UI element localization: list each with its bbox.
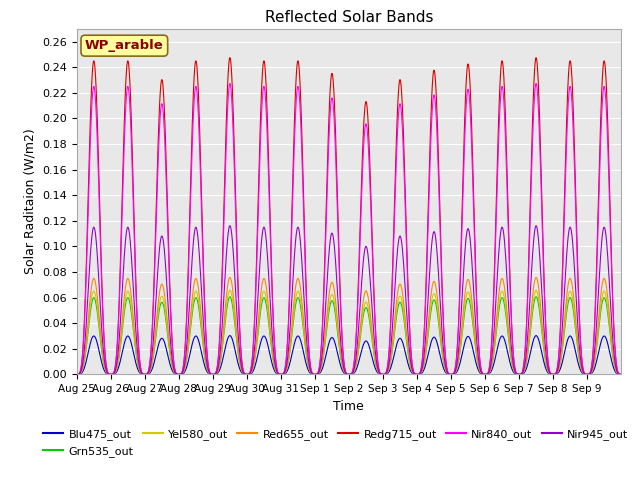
Nir840_out [335,251,342,257]
Grn535_out [226,294,234,300]
Nir840_out [477,367,485,373]
Yel580_out [557,356,564,361]
Yel580_out [73,372,81,377]
Nir945_out [617,372,625,377]
Red655_out [477,370,485,376]
Red655_out [610,359,618,364]
Nir840_out [617,372,625,377]
Line: Blu475_out: Blu475_out [77,336,621,374]
Line: Yel580_out: Yel580_out [77,290,621,374]
Line: Nir945_out: Nir945_out [77,226,621,374]
Nir840_out [610,332,618,338]
Yel580_out [158,293,166,299]
Yel580_out [477,370,485,376]
Grn535_out [610,361,618,367]
Text: WP_arable: WP_arable [85,39,164,52]
Red655_out [226,275,234,280]
Yel580_out [226,288,234,293]
Nir945_out [610,351,618,357]
Redg715_out [477,367,485,372]
Red655_out [324,298,332,303]
Line: Red655_out: Red655_out [77,277,621,374]
Redg715_out [557,312,564,318]
Grn535_out [158,300,166,305]
Grn535_out [557,357,564,363]
Nir840_out [226,81,234,86]
Grn535_out [477,371,485,376]
Yel580_out [617,372,625,377]
Redg715_out [617,372,625,377]
Redg715_out [324,130,332,135]
Redg715_out [158,77,166,83]
Grn535_out [73,372,81,377]
Yel580_out [335,336,342,342]
Red655_out [557,353,564,359]
Blu475_out [610,366,618,372]
Title: Reflected Solar Bands: Reflected Solar Bands [264,10,433,25]
Nir945_out [557,344,564,349]
Line: Grn535_out: Grn535_out [77,297,621,374]
Nir945_out [158,233,166,239]
Nir945_out [73,372,81,377]
Red655_out [158,281,166,287]
Nir840_out [73,372,81,377]
Y-axis label: Solar Raditaion (W/m2): Solar Raditaion (W/m2) [24,129,36,275]
Redg715_out [73,372,81,377]
Yel580_out [610,360,618,366]
Line: Nir840_out: Nir840_out [77,84,621,374]
X-axis label: Time: Time [333,400,364,413]
Redg715_out [226,55,234,60]
Blu475_out [73,372,81,377]
Yel580_out [324,307,332,313]
Blu475_out [324,342,332,348]
Red655_out [335,331,342,337]
Red655_out [73,372,81,377]
Red655_out [617,372,625,377]
Blu475_out [226,333,234,338]
Blu475_out [617,372,625,377]
Legend: Blu475_out, Grn535_out, Yel580_out, Red655_out, Redg715_out, Nir840_out, Nir945_: Blu475_out, Grn535_out, Yel580_out, Red6… [39,425,633,461]
Nir840_out [158,101,166,107]
Blu475_out [335,355,342,361]
Blu475_out [477,371,485,377]
Nir945_out [477,369,485,375]
Nir840_out [324,149,332,155]
Redg715_out [610,328,618,334]
Nir945_out [335,310,342,315]
Nir840_out [557,317,564,323]
Nir945_out [226,223,234,228]
Grn535_out [617,372,625,377]
Redg715_out [335,240,342,246]
Grn535_out [324,312,332,318]
Grn535_out [335,339,342,345]
Line: Redg715_out: Redg715_out [77,58,621,374]
Nir945_out [324,258,332,264]
Blu475_out [557,364,564,370]
Blu475_out [158,336,166,341]
